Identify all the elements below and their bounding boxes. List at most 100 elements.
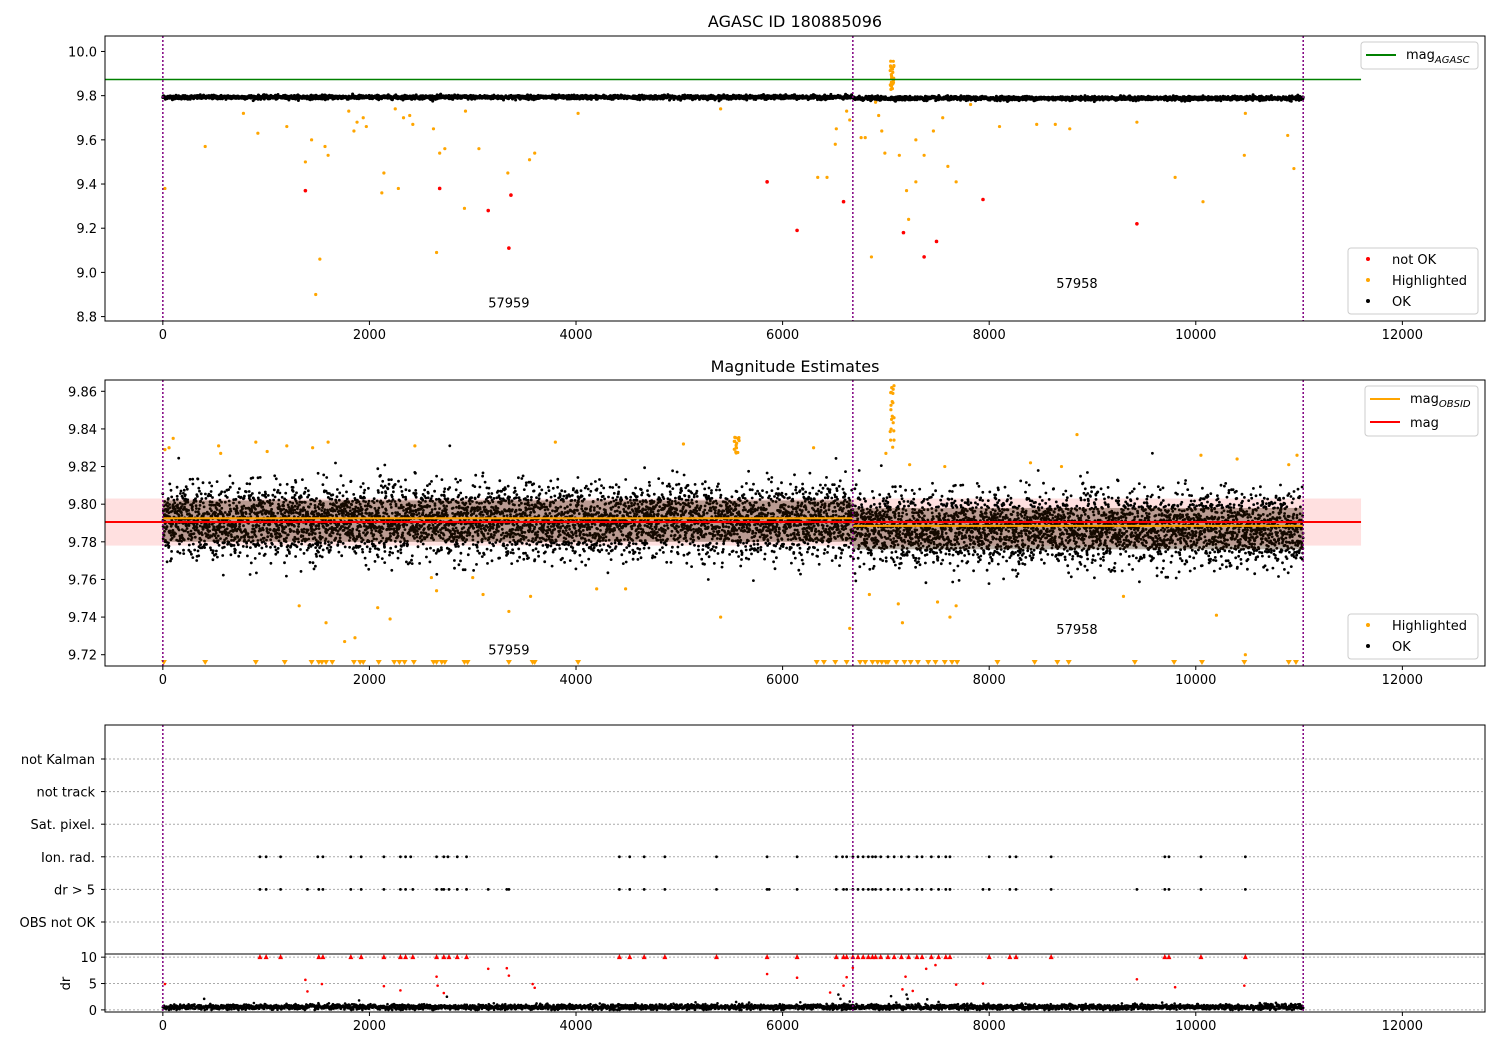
panel-magnitude-title: Magnitude Estimates: [711, 357, 880, 376]
highlighted-point: [462, 206, 467, 210]
not-ok-point: [486, 208, 491, 213]
ok-point: [211, 558, 215, 562]
ok-point: [191, 556, 195, 559]
ok-point: [187, 543, 191, 547]
ok-point: [204, 497, 208, 500]
ok-point: [1289, 99, 1293, 103]
panel-agasc-y-axis: 8.89.09.29.49.69.810.0: [68, 45, 105, 326]
ok-point: [184, 485, 188, 489]
ok-point: [214, 552, 218, 556]
highlighted-point: [463, 109, 468, 113]
panel-agasc-x-axis: 0 2000 4000 6000 8000 10000 12000: [159, 321, 1423, 343]
y-tick-label: 9.8: [76, 90, 97, 105]
ok-point: [182, 552, 186, 555]
highlighted-point: [506, 171, 510, 175]
x-tick-label: 6000: [766, 328, 799, 343]
highlighted-point: [890, 67, 895, 71]
ok-point: [166, 497, 170, 500]
highlighted-point: [393, 107, 397, 111]
legend-not-ok: not OK: [1392, 253, 1437, 268]
highlighted-point: [443, 147, 447, 151]
ok-point: [200, 497, 204, 501]
panel-agasc-title: AGASC ID 180885096: [708, 12, 882, 31]
not-ok-point: [1135, 221, 1139, 226]
not-ok-point: [841, 199, 846, 204]
ok-point: [191, 477, 195, 481]
ok-point: [167, 541, 170, 545]
x-tick-label: 8000: [973, 328, 1006, 343]
ok-point: [209, 490, 213, 493]
highlighted-point: [1242, 153, 1246, 157]
highlighted-point: [431, 127, 436, 131]
highlighted-point: [364, 124, 368, 129]
highlighted-point: [576, 111, 580, 115]
highlighted-point: [303, 160, 307, 164]
ok-point: [198, 489, 201, 493]
highlighted-point: [997, 124, 1002, 129]
highlighted-point: [256, 131, 260, 135]
legend-ok-marker: [1366, 299, 1370, 303]
highlighted-point: [396, 186, 400, 191]
ok-point: [439, 92, 443, 96]
ok-point: [191, 542, 195, 546]
highlighted-point: [352, 129, 356, 133]
ok-point: [188, 477, 192, 481]
highlighted-point: [1035, 122, 1039, 126]
highlighted-point: [946, 164, 950, 168]
highlighted-point: [309, 138, 314, 142]
ok-point: [175, 485, 179, 489]
highlighted-point: [203, 144, 207, 149]
ok-point: [197, 486, 201, 490]
highlighted-point: [477, 147, 481, 151]
highlighted-point: [869, 255, 874, 259]
not-ok-point: [765, 180, 769, 184]
ok-point: [185, 487, 189, 491]
highlighted-point: [968, 102, 973, 107]
highlighted-point: [880, 129, 884, 133]
ok-point: [262, 93, 266, 97]
highlighted-point: [382, 171, 386, 175]
highlighted-point: [355, 120, 359, 124]
ok-point: [199, 492, 203, 496]
highlighted-point: [438, 151, 442, 155]
ok-point: [175, 498, 179, 501]
ok-point: [175, 494, 179, 498]
y-tick-label: 9.4: [76, 178, 97, 193]
highlighted-point: [931, 129, 936, 133]
ok-point: [190, 552, 193, 556]
x-tick-label: 10000: [1175, 328, 1216, 343]
highlighted-point: [241, 111, 246, 115]
ok-point: [181, 496, 185, 500]
highlighted-point: [1201, 200, 1205, 204]
ok-point: [179, 489, 183, 493]
ok-point: [211, 496, 214, 499]
ok-point: [196, 549, 200, 553]
panel-agasc-legend-lines: magAGASC: [1360, 41, 1479, 70]
highlighted-point: [816, 175, 820, 179]
ok-point: [197, 554, 201, 558]
highlighted-point: [914, 180, 918, 184]
highlighted-point: [873, 100, 878, 104]
highlighted-point: [888, 64, 893, 68]
highlighted-point: [892, 64, 896, 68]
highlighted-point: [904, 189, 909, 193]
ok-point: [169, 488, 173, 492]
highlighted-point: [825, 175, 829, 179]
not-ok-point: [901, 230, 906, 235]
highlighted-point: [1243, 111, 1247, 115]
legend-not-ok-marker: [1366, 257, 1370, 261]
not-ok-point: [922, 255, 926, 259]
highlighted-point: [1068, 127, 1072, 131]
highlighted-point: [719, 107, 723, 111]
highlighted-point: [859, 136, 863, 140]
ok-point: [209, 494, 213, 497]
highlighted-point: [914, 138, 918, 142]
ok-point: [215, 480, 219, 483]
x-tick-label: 0: [159, 328, 167, 343]
highlighted-point: [326, 153, 330, 157]
highlighted-point: [848, 118, 852, 122]
